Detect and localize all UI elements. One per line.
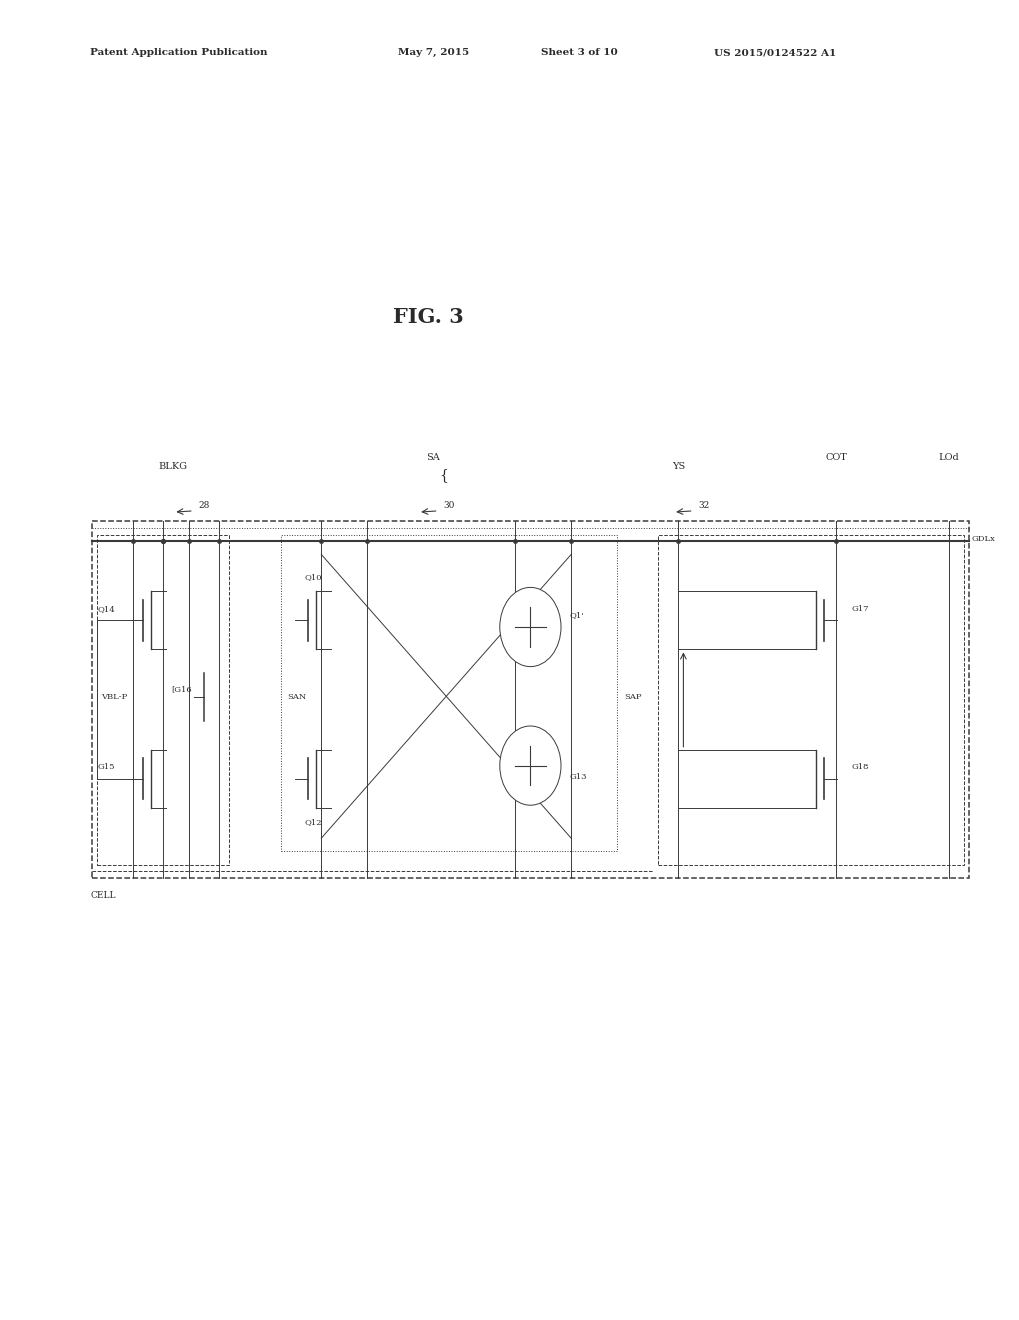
Text: COT: COT	[824, 453, 847, 462]
Text: 30: 30	[442, 502, 454, 510]
Text: FIG. 3: FIG. 3	[392, 306, 464, 327]
Text: Q14: Q14	[97, 605, 115, 612]
Text: [G16: [G16	[171, 685, 192, 693]
Text: US 2015/0124522 A1: US 2015/0124522 A1	[713, 49, 836, 57]
Text: 28: 28	[198, 502, 210, 510]
Text: Q1': Q1'	[569, 611, 583, 619]
Text: Patent Application Publication: Patent Application Publication	[90, 49, 267, 57]
Text: Sheet 3 of 10: Sheet 3 of 10	[540, 49, 616, 57]
Text: G18: G18	[851, 763, 868, 771]
Text: BLKG: BLKG	[159, 462, 187, 471]
Text: LOd: LOd	[937, 453, 958, 462]
Text: SAP: SAP	[624, 693, 641, 701]
Text: SA: SA	[426, 453, 440, 462]
Text: Q10: Q10	[304, 573, 321, 581]
Text: May 7, 2015: May 7, 2015	[397, 49, 469, 57]
Text: Q12: Q12	[304, 818, 321, 826]
Text: SAN: SAN	[287, 693, 307, 701]
Text: 32: 32	[697, 502, 709, 510]
Text: G17: G17	[851, 605, 868, 612]
Text: VBL-P: VBL-P	[101, 693, 127, 701]
Text: G13: G13	[569, 774, 586, 781]
Circle shape	[499, 726, 560, 805]
Text: CELL: CELL	[91, 891, 116, 900]
Text: G15: G15	[98, 763, 115, 771]
Text: YS: YS	[672, 462, 684, 471]
Circle shape	[499, 587, 560, 667]
Text: {: {	[439, 467, 447, 482]
Text: GDLx: GDLx	[970, 535, 994, 543]
